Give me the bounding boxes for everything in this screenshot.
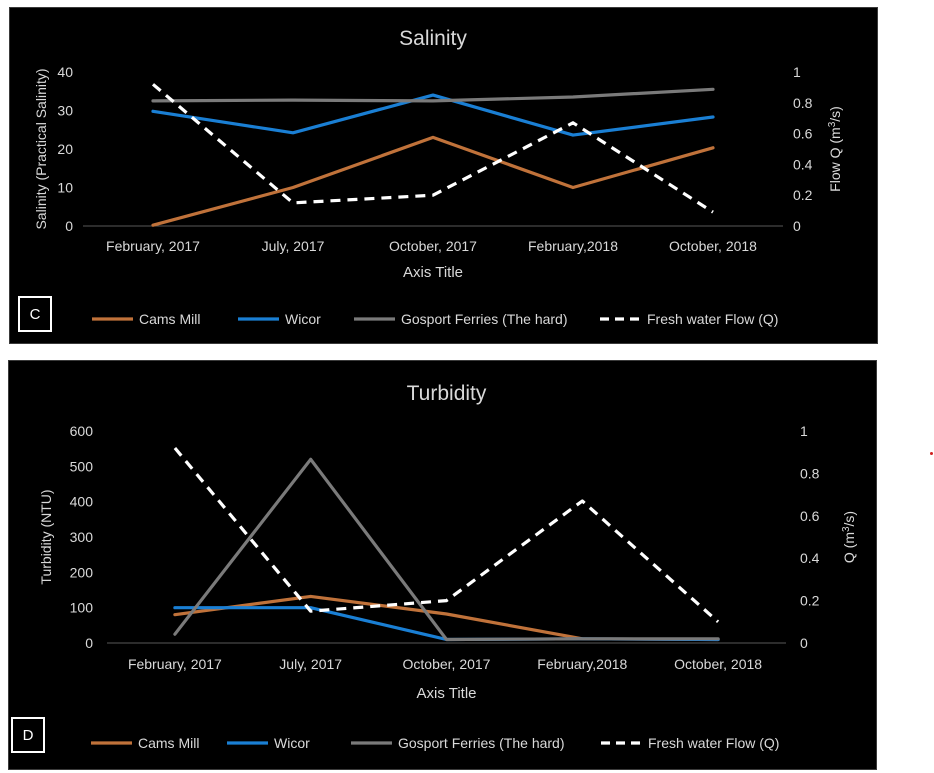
x-tick-label: October, 2017 bbox=[403, 656, 491, 672]
y-tick-label: 600 bbox=[70, 423, 94, 439]
y2-tick-label: 0.6 bbox=[800, 508, 820, 524]
legend-label: Gosport Ferries (The hard) bbox=[398, 735, 565, 751]
y-tick-label: 30 bbox=[57, 103, 73, 119]
series-line-cams-mill bbox=[173, 594, 720, 642]
x-tick-label: February, 2017 bbox=[106, 238, 200, 254]
y-tick-label: 10 bbox=[57, 180, 73, 196]
y2-axis-title: Q (m3/s) bbox=[841, 511, 858, 563]
stray-dot bbox=[930, 452, 933, 455]
y2-axis-title-sup: 3 bbox=[827, 121, 838, 127]
series-line-gosport-ferries-the-hard bbox=[151, 87, 715, 103]
turbidity-chart-panel: Turbidity 0 100 200 300 400 500 600 0 0.2 0.4 0.6 0.… bbox=[8, 360, 877, 770]
y-tick-label: 200 bbox=[70, 564, 94, 580]
legend-label: Wicor bbox=[285, 311, 321, 327]
series-line-fresh-water-flow-q bbox=[173, 446, 720, 623]
y2-axis-title-main: Q (m bbox=[841, 532, 857, 563]
y2-axis-title-end: /s) bbox=[827, 106, 843, 122]
y-axis-title: Turbidity (NTU) bbox=[38, 489, 54, 584]
y2-tick-label: 0.2 bbox=[800, 593, 820, 609]
y-tick-label: 40 bbox=[57, 64, 73, 80]
y2-tick-label: 0 bbox=[793, 218, 801, 234]
legend-label: Cams Mill bbox=[139, 311, 200, 327]
y2-tick-label: 0.8 bbox=[793, 95, 813, 111]
y2-tick-label: 0.8 bbox=[800, 465, 820, 481]
y-tick-label: 400 bbox=[70, 494, 94, 510]
y-tick-label: 0 bbox=[65, 218, 73, 234]
y-axis-title: Salinity (Practical Salinity) bbox=[33, 68, 49, 229]
y-tick-label: 20 bbox=[57, 141, 73, 157]
y2-axis-title: Flow Q (m3/s) bbox=[827, 106, 844, 192]
y2-axis-title-end: /s) bbox=[841, 511, 857, 527]
y2-tick-label: 0.4 bbox=[800, 550, 820, 566]
x-tick-label: February,2018 bbox=[528, 238, 618, 254]
chart-title: Turbidity bbox=[407, 382, 487, 405]
panel-label-d: D bbox=[11, 717, 45, 753]
series-line-fresh-water-flow-q bbox=[151, 83, 714, 214]
legend-label: Wicor bbox=[274, 735, 310, 751]
series-line-gosport-ferries-the-hard bbox=[173, 457, 720, 642]
y-tick-label: 500 bbox=[70, 458, 94, 474]
y2-tick-label: 0.6 bbox=[793, 126, 813, 142]
y2-tick-label: 0.4 bbox=[793, 156, 813, 172]
y2-tick-label: 0 bbox=[800, 635, 808, 651]
x-tick-label: February, 2017 bbox=[128, 656, 222, 672]
chart-title: Salinity bbox=[399, 27, 467, 50]
series-line-cams-mill bbox=[151, 135, 715, 227]
legend-label: Cams Mill bbox=[138, 735, 199, 751]
turbidity-chart: Turbidity 0 100 200 300 400 500 600 0 0.2 0.4 0.6 0.… bbox=[38, 382, 858, 751]
y2-tick-label: 1 bbox=[793, 64, 801, 80]
x-tick-label: October, 2018 bbox=[674, 656, 762, 672]
y2-axis-title-sup: 3 bbox=[841, 526, 852, 532]
salinity-chart: Salinity 0 10 20 30 40 0 0.2 0.4 0.6 0.8 1 February,… bbox=[33, 27, 844, 327]
x-tick-label: October, 2018 bbox=[669, 238, 757, 254]
legend-label: Fresh water Flow (Q) bbox=[647, 311, 778, 327]
y2-axis-title-main: Flow Q (m bbox=[827, 127, 843, 192]
y-tick-label: 300 bbox=[70, 529, 94, 545]
y-tick-label: 100 bbox=[70, 600, 94, 616]
salinity-chart-panel: Salinity 0 10 20 30 40 0 0.2 0.4 0.6 0.8 1 February,… bbox=[9, 7, 878, 344]
x-tick-label: July, 2017 bbox=[262, 238, 325, 254]
x-tick-label: July, 2017 bbox=[279, 656, 342, 672]
x-axis-title: Axis Title bbox=[416, 685, 476, 702]
x-tick-label: February,2018 bbox=[537, 656, 627, 672]
panel-label-c: C bbox=[18, 296, 52, 332]
legend-label: Gosport Ferries (The hard) bbox=[401, 311, 568, 327]
series-line-wicor bbox=[151, 93, 715, 137]
x-axis-title: Axis Title bbox=[403, 264, 463, 281]
y2-tick-label: 0.2 bbox=[793, 187, 813, 203]
y-tick-label: 0 bbox=[85, 635, 93, 651]
x-tick-label: October, 2017 bbox=[389, 238, 477, 254]
legend-label: Fresh water Flow (Q) bbox=[648, 735, 779, 751]
y2-tick-label: 1 bbox=[800, 423, 808, 439]
